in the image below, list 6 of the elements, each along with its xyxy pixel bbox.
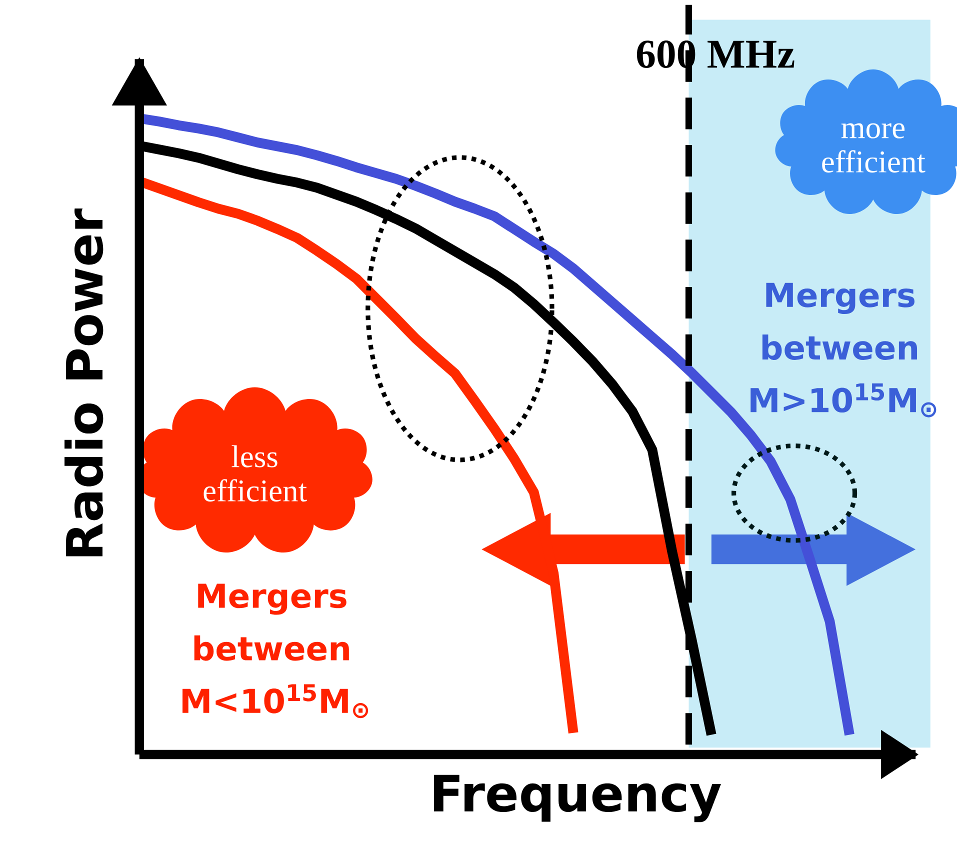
- annotation: less efficient: [204, 445, 307, 502]
- annotation: more efficient: [822, 123, 926, 173]
- annotation: Mergers between M>10$^{15}$M$_{⊙}$: [750, 282, 936, 418]
- x-axis-title: Frequency: [434, 774, 721, 822]
- annotation: Mergers between M<10$^{15}$M$_{⊙}$: [182, 584, 368, 718]
- y-axis-title: Radio Power: [64, 208, 104, 556]
